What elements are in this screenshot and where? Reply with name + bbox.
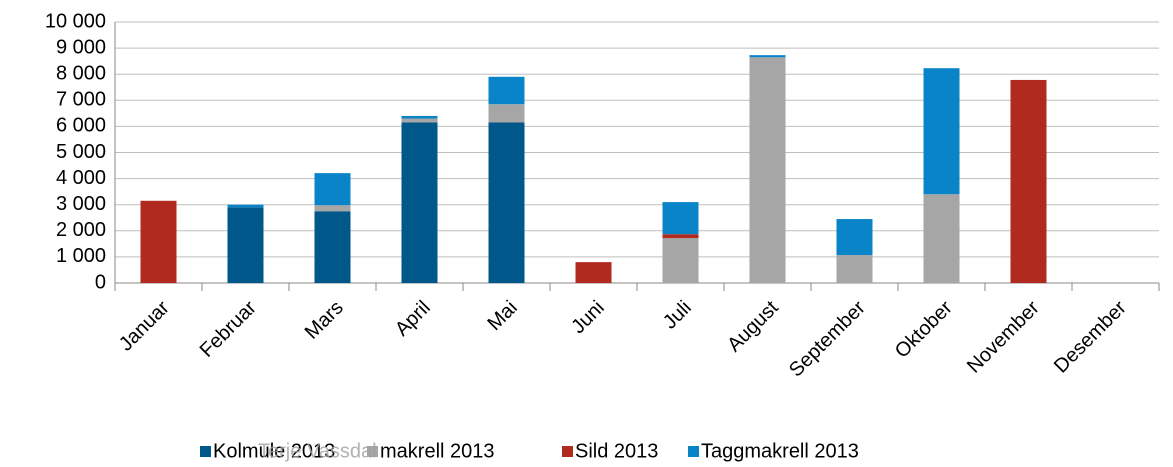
x-tick-label: September (785, 296, 870, 381)
bar-segment (227, 207, 264, 283)
legend-swatch (688, 446, 699, 457)
bar-segment (140, 200, 177, 283)
x-tick-label: August (723, 296, 783, 356)
bar-segment (314, 211, 351, 283)
bar-segment (836, 255, 873, 283)
y-tick-label: 7 000 (56, 89, 106, 111)
x-tick-label: Januar (115, 296, 174, 355)
bar-segment (401, 122, 438, 283)
x-tick-label: Juni (567, 297, 609, 339)
y-tick-label: 2 000 (56, 219, 106, 241)
bar-segment (1010, 79, 1047, 283)
bar-segment (923, 194, 960, 283)
bar-segment (401, 118, 438, 123)
x-tick-label: November (963, 296, 1044, 377)
legend-swatch (200, 446, 211, 457)
bar-segment (488, 122, 525, 283)
y-tick-label: 1 000 (56, 245, 106, 267)
legend-label: Kolmule 2013 (213, 440, 335, 462)
x-tick-label: Februar (196, 296, 261, 361)
legend-label: Sild 2013 (575, 440, 658, 462)
y-tick-label: 9 000 (56, 36, 106, 58)
y-tick-label: 5 000 (56, 141, 106, 163)
grid (114, 21, 1160, 291)
bar-segment (488, 104, 525, 123)
y-tick-label: 3 000 (56, 193, 106, 215)
legend-swatch (367, 446, 378, 457)
y-tick-label: 10 000 (45, 10, 106, 32)
watermark: Terje Vassdal (258, 440, 377, 462)
bar-segment (314, 173, 351, 206)
x-tick-label: Mars (301, 297, 348, 344)
bar-segment (401, 115, 438, 119)
y-tick-label: 8 000 (56, 62, 106, 84)
y-tick-label: 0 (95, 271, 106, 293)
bar-segment (227, 204, 264, 208)
bar-segment (314, 205, 351, 212)
legend-label: makrell 2013 (380, 440, 495, 462)
y-tick-label: 4 000 (56, 167, 106, 189)
y-tick-label: 6 000 (56, 115, 106, 137)
labels: 0 1 000 2 000 3 000 4 000 5 000 6 000 7 000 8 00… (45, 10, 1131, 462)
bar-segment (749, 57, 786, 283)
bar-segment (749, 55, 786, 58)
legend-swatch (562, 446, 573, 457)
x-tick-label: April (391, 297, 435, 341)
x-tick-label: Desember (1050, 296, 1131, 377)
x-tick-label: Mai (483, 297, 521, 335)
x-tick-label: Juli (659, 297, 696, 334)
x-tick-label: Oktober (891, 296, 957, 362)
bar-segment (662, 238, 699, 283)
bars (140, 55, 1047, 283)
legend-label: Taggmakrell 2013 (701, 440, 859, 462)
bar-segment (662, 234, 699, 239)
bar-segment (662, 202, 699, 235)
bar-segment (575, 262, 612, 283)
bar-segment (488, 76, 525, 105)
bar-segment (836, 219, 873, 256)
bar-segment (923, 68, 960, 195)
